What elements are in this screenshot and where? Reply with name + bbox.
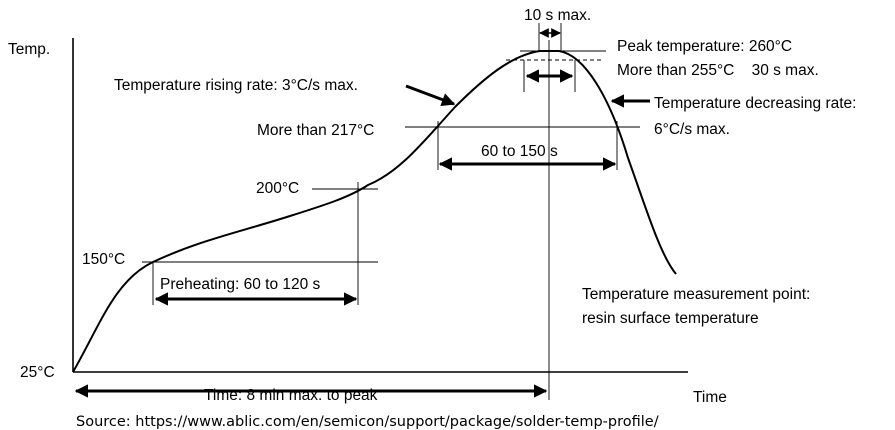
preheat-label: Preheating: 60 to 120 s [160,276,321,293]
span-60-150-label: 60 to 150 s [481,143,558,160]
measurement-point-line2: resin surface temperature [582,310,759,327]
decreasing-rate-label-line1: Temperature decreasing rate: [654,95,856,112]
rising-rate-pointer [405,84,456,107]
level-200-label: 200°C [256,180,299,197]
level-217-label: More than 217°C [257,122,374,139]
time-to-peak-label: Time: 8 min max. to peak [204,387,378,404]
x-axis-label: Time [693,389,727,406]
peak-temp-label: Peak temperature: 260°C [617,38,792,55]
temperature-profile-curve [72,50,677,373]
ten-s-label: 10 s max. [524,7,591,24]
measurement-point-line1: Temperature measurement point: [582,286,810,303]
rising-rate-label: Temperature rising rate: 3°C/s max. [114,77,358,94]
y-axis-label: Temp. [8,41,50,58]
above255-label: More than 255°C 30 s max. [617,62,819,79]
decreasing-rate-label-line2: 6°C/s max. [654,121,730,138]
level-150-label: 150°C [82,251,125,268]
source-caption: Source: https://www.ablic.com/en/semicon… [76,414,659,430]
origin-temp-label: 25°C [20,364,55,381]
